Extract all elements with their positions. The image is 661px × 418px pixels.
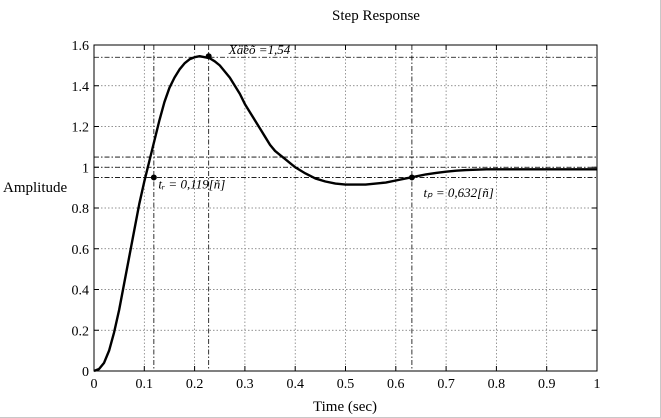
annotation-tr: tᵣ = 0,119[ñ] bbox=[158, 177, 225, 192]
key-point-marker bbox=[205, 53, 212, 60]
step-response-line bbox=[93, 55, 597, 373]
x-tick-label: 0.9 bbox=[538, 377, 556, 392]
x-tick-label: 0.2 bbox=[186, 377, 204, 392]
y-tick-label: 1.4 bbox=[72, 80, 90, 95]
x-tick-label: 0.1 bbox=[136, 377, 154, 392]
y-axis-label: Amplitude bbox=[3, 180, 68, 196]
x-tick-label: 0.4 bbox=[286, 377, 304, 392]
annotation-xmax: Xäèõ =1,54 bbox=[228, 42, 291, 57]
curve-layer bbox=[93, 55, 597, 373]
key-points bbox=[150, 53, 415, 181]
y-tick-label: 1 bbox=[82, 161, 89, 176]
x-tick-label: 0.5 bbox=[337, 377, 355, 392]
y-tick-label: 1.6 bbox=[72, 39, 90, 54]
reference-lines bbox=[94, 45, 597, 371]
y-tick-label: 1.2 bbox=[72, 121, 90, 136]
key-point-marker bbox=[408, 174, 415, 181]
ticks: 0 0.1 0.2 0.3 0.4 0.5 0.6 0.7 0.8 0.9 1 0 0.2 0.4 0.6 0… bbox=[72, 39, 601, 392]
y-tick-label: 0.4 bbox=[72, 284, 90, 299]
grid bbox=[94, 45, 597, 371]
x-tick-label: 0.3 bbox=[236, 377, 254, 392]
annotations: Xäèõ =1,54 tᵣ = 0,119[ñ] tₚ = 0,632[ñ] bbox=[158, 42, 493, 200]
x-tick-label: 1 bbox=[594, 377, 601, 392]
x-tick-label: 0 bbox=[91, 377, 98, 392]
x-axis-label: Time (sec) bbox=[313, 399, 377, 415]
y-tick-label: 0.2 bbox=[72, 324, 90, 339]
chart-title: Step Response bbox=[332, 8, 420, 24]
x-tick-label: 0.7 bbox=[437, 377, 455, 392]
y-tick-label: 0 bbox=[82, 365, 89, 380]
key-point-marker bbox=[150, 174, 157, 181]
x-tick-label: 0.8 bbox=[488, 377, 506, 392]
x-tick-label: 0.6 bbox=[387, 377, 405, 392]
y-tick-label: 0.8 bbox=[72, 202, 90, 217]
annotation-tp: tₚ = 0,632[ñ] bbox=[423, 185, 493, 200]
y-tick-label: 0.6 bbox=[72, 243, 90, 258]
